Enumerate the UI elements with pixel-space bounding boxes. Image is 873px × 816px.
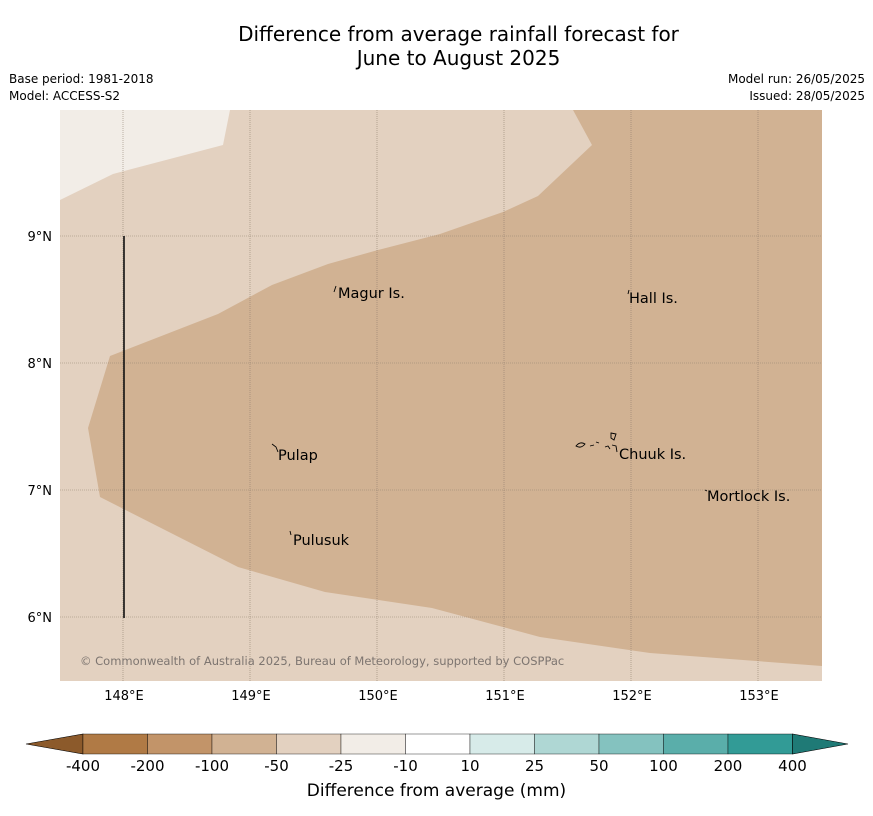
colorbar-tick-label: 50	[589, 757, 608, 775]
colorbar-tick-label: -400	[66, 757, 100, 775]
model-run-text: Model run: 26/05/2025	[727, 72, 865, 86]
map-title: Difference from average rainfall forecas…	[0, 22, 873, 70]
colorbar-segment	[147, 733, 213, 755]
lon-tick-150e: 150°E	[358, 689, 398, 704]
lat-tick-7n: 7°N	[28, 484, 53, 499]
lon-tick-152e: 152°E	[612, 689, 652, 704]
meta-right: Model run: 26/05/2025 Issued: 28/05/2025	[728, 71, 865, 105]
model-text: Model: ACCESS-S2	[9, 89, 121, 103]
colorbar-segment	[340, 733, 406, 755]
colorbar-segment	[534, 733, 600, 755]
base-period-text: Base period: 1981-2018	[9, 72, 154, 86]
colorbar-segment	[469, 733, 535, 755]
colorbar-tick-label: 100	[649, 757, 678, 775]
place-label-chuuk: Chuuk Is.	[619, 447, 686, 463]
lon-tick-153e: 153°E	[739, 689, 779, 704]
island-outlines	[271, 285, 708, 536]
place-label-magur: Magur Is.	[338, 286, 405, 302]
region-minus-50-to-10	[60, 110, 230, 200]
colorbar-segment	[598, 733, 664, 755]
gridlines	[60, 110, 822, 681]
colorbar-tick-label: 200	[714, 757, 743, 775]
colorbar-segment	[405, 733, 471, 755]
colorbar-tick-label: -200	[130, 757, 164, 775]
lon-tick-151e: 151°E	[485, 689, 525, 704]
title-line-1: Difference from average rainfall forecas…	[238, 22, 679, 46]
colorbar-tick-label: -10	[393, 757, 418, 775]
copyright-text: © Commonwealth of Australia 2025, Bureau…	[80, 654, 564, 668]
colorbar-segment	[663, 733, 729, 755]
place-label-pulap: Pulap	[278, 448, 318, 464]
colorbar-segment	[276, 733, 342, 755]
place-label-pulusuk: Pulusuk	[293, 533, 350, 549]
place-label-mortlock: Mortlock Is.	[707, 489, 790, 505]
colorbar-ticks: -400 -200 -100 -50 -25 -10 10 25 50 100 200 400	[66, 757, 807, 775]
lat-tick-8n: 8°N	[28, 357, 53, 372]
region-minus-100-to-50	[60, 110, 822, 681]
colorbar-tick-label: -25	[329, 757, 354, 775]
lon-tick-148e: 148°E	[104, 689, 144, 704]
colorbar-tick-label: 400	[778, 757, 807, 775]
title-line-2: June to August 2025	[356, 46, 561, 70]
colorbar-tick-label: 25	[525, 757, 544, 775]
meta-left: Base period: 1981-2018 Model: ACCESS-S2	[9, 71, 154, 105]
lat-tick-9n: 9°N	[28, 230, 53, 245]
colorbar	[25, 733, 849, 755]
colorbar-extend-low	[25, 733, 84, 755]
colorbar-extend-high	[792, 733, 849, 755]
lat-tick-6n: 6°N	[28, 611, 53, 626]
issued-text: Issued: 28/05/2025	[749, 89, 865, 103]
colorbar-label: Difference from average (mm)	[306, 781, 567, 801]
colorbar-tick-label: -100	[195, 757, 229, 775]
colorbar-segment	[727, 733, 793, 755]
colorbar-tick-label: 10	[460, 757, 479, 775]
place-label-hall: Hall Is.	[629, 291, 678, 307]
colorbar-segment	[82, 733, 148, 755]
lon-tick-149e: 149°E	[231, 689, 271, 704]
colorbar-segment	[211, 733, 277, 755]
colorbar-tick-label: -50	[264, 757, 289, 775]
